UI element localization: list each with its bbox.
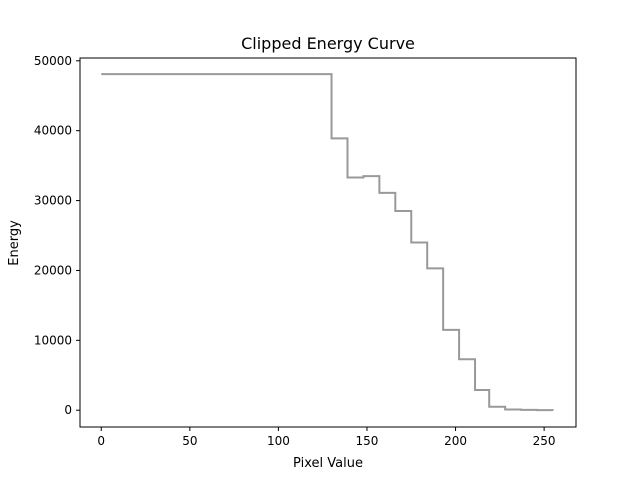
y-tick-label: 20000	[34, 263, 72, 277]
y-axis-label: Energy	[7, 220, 22, 266]
chart-title: Clipped Energy Curve	[241, 34, 415, 53]
y-tick-label: 40000	[34, 124, 72, 138]
y-tick-label: 30000	[34, 194, 72, 208]
x-tick-label: 150	[356, 434, 379, 448]
x-tick-label: 100	[267, 434, 290, 448]
y-axis-ticks: 0 10000 20000 30000 40000 50000	[34, 54, 80, 417]
series-layer	[101, 73, 554, 412]
y-tick-label: 0	[64, 403, 72, 417]
y-tick-label: 10000	[34, 333, 72, 347]
plot-background	[80, 58, 576, 427]
x-tick-label: 50	[182, 434, 197, 448]
x-tick-label: 250	[533, 434, 556, 448]
plot-frame	[79, 57, 577, 428]
energy-series-line	[101, 73, 554, 412]
x-tick-label: 0	[97, 434, 105, 448]
x-tick-label: 200	[444, 434, 467, 448]
x-axis-label: Pixel Value	[293, 456, 363, 471]
x-axis-ticks: 0 50 100 150 200 250	[97, 427, 556, 448]
y-tick-label: 50000	[34, 54, 72, 68]
